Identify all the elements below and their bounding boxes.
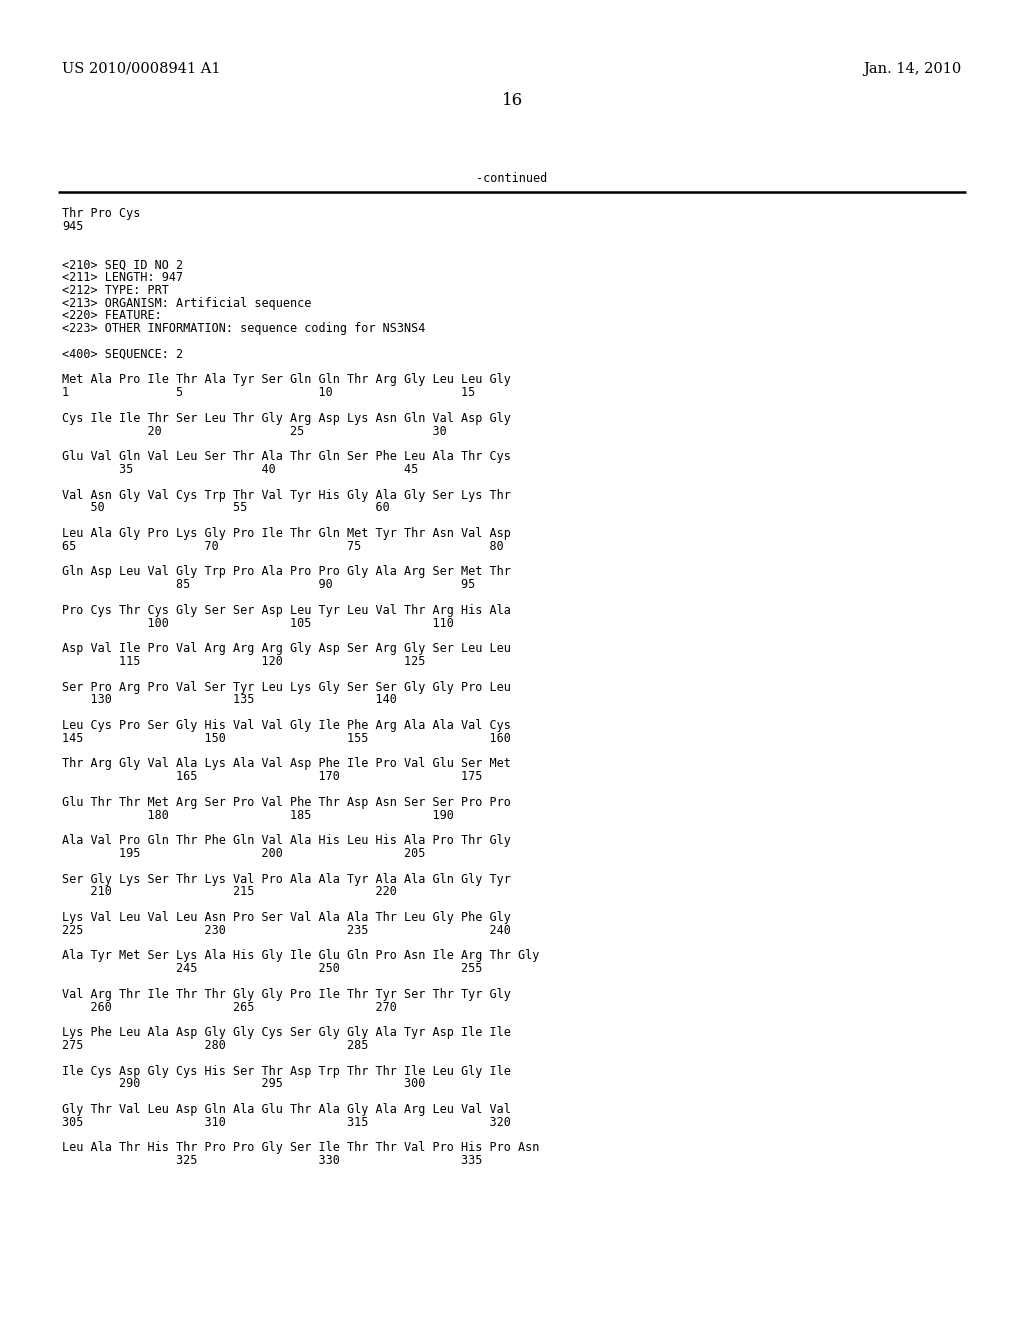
Text: Asp Val Ile Pro Val Arg Arg Arg Gly Asp Ser Arg Gly Ser Leu Leu: Asp Val Ile Pro Val Arg Arg Arg Gly Asp … xyxy=(62,643,511,655)
Text: 195                 200                 205: 195 200 205 xyxy=(62,847,425,861)
Text: 1               5                   10                  15: 1 5 10 15 xyxy=(62,387,475,399)
Text: 260                 265                 270: 260 265 270 xyxy=(62,1001,397,1014)
Text: 945: 945 xyxy=(62,220,83,232)
Text: -continued: -continued xyxy=(476,172,548,185)
Text: 275                 280                 285: 275 280 285 xyxy=(62,1039,369,1052)
Text: Lys Val Leu Val Leu Asn Pro Ser Val Ala Ala Thr Leu Gly Phe Gly: Lys Val Leu Val Leu Asn Pro Ser Val Ala … xyxy=(62,911,511,924)
Text: 325                 330                 335: 325 330 335 xyxy=(62,1154,482,1167)
Text: 115                 120                 125: 115 120 125 xyxy=(62,655,425,668)
Text: <211> LENGTH: 947: <211> LENGTH: 947 xyxy=(62,271,183,284)
Text: 180                 185                 190: 180 185 190 xyxy=(62,809,454,821)
Text: <400> SEQUENCE: 2: <400> SEQUENCE: 2 xyxy=(62,347,183,360)
Text: Ser Gly Lys Ser Thr Lys Val Pro Ala Ala Tyr Ala Ala Gln Gly Tyr: Ser Gly Lys Ser Thr Lys Val Pro Ala Ala … xyxy=(62,873,511,886)
Text: Cys Ile Ile Thr Ser Leu Thr Gly Arg Asp Lys Asn Gln Val Asp Gly: Cys Ile Ile Thr Ser Leu Thr Gly Arg Asp … xyxy=(62,412,511,425)
Text: 65                  70                  75                  80: 65 70 75 80 xyxy=(62,540,504,553)
Text: <223> OTHER INFORMATION: sequence coding for NS3NS4: <223> OTHER INFORMATION: sequence coding… xyxy=(62,322,425,335)
Text: Glu Val Gln Val Leu Ser Thr Ala Thr Gln Ser Phe Leu Ala Thr Cys: Glu Val Gln Val Leu Ser Thr Ala Thr Gln … xyxy=(62,450,511,463)
Text: 290                 295                 300: 290 295 300 xyxy=(62,1077,425,1090)
Text: Val Asn Gly Val Cys Trp Thr Val Tyr His Gly Ala Gly Ser Lys Thr: Val Asn Gly Val Cys Trp Thr Val Tyr His … xyxy=(62,488,511,502)
Text: 85                  90                  95: 85 90 95 xyxy=(62,578,475,591)
Text: Val Arg Thr Ile Thr Thr Gly Gly Pro Ile Thr Tyr Ser Thr Tyr Gly: Val Arg Thr Ile Thr Thr Gly Gly Pro Ile … xyxy=(62,987,511,1001)
Text: 210                 215                 220: 210 215 220 xyxy=(62,886,397,899)
Text: Jan. 14, 2010: Jan. 14, 2010 xyxy=(864,62,962,77)
Text: 245                 250                 255: 245 250 255 xyxy=(62,962,482,975)
Text: 305                 310                 315                 320: 305 310 315 320 xyxy=(62,1115,511,1129)
Text: Ser Pro Arg Pro Val Ser Tyr Leu Lys Gly Ser Ser Gly Gly Pro Leu: Ser Pro Arg Pro Val Ser Tyr Leu Lys Gly … xyxy=(62,681,511,693)
Text: Ile Cys Asp Gly Cys His Ser Thr Asp Trp Thr Thr Ile Leu Gly Ile: Ile Cys Asp Gly Cys His Ser Thr Asp Trp … xyxy=(62,1065,511,1077)
Text: <210> SEQ ID NO 2: <210> SEQ ID NO 2 xyxy=(62,259,183,271)
Text: <212> TYPE: PRT: <212> TYPE: PRT xyxy=(62,284,169,297)
Text: 225                 230                 235                 240: 225 230 235 240 xyxy=(62,924,511,937)
Text: <220> FEATURE:: <220> FEATURE: xyxy=(62,309,162,322)
Text: Thr Arg Gly Val Ala Lys Ala Val Asp Phe Ile Pro Val Glu Ser Met: Thr Arg Gly Val Ala Lys Ala Val Asp Phe … xyxy=(62,758,511,771)
Text: 16: 16 xyxy=(502,92,522,110)
Text: 35                  40                  45: 35 40 45 xyxy=(62,463,418,477)
Text: Glu Thr Thr Met Arg Ser Pro Val Phe Thr Asp Asn Ser Ser Pro Pro: Glu Thr Thr Met Arg Ser Pro Val Phe Thr … xyxy=(62,796,511,809)
Text: Ala Val Pro Gln Thr Phe Gln Val Ala His Leu His Ala Pro Thr Gly: Ala Val Pro Gln Thr Phe Gln Val Ala His … xyxy=(62,834,511,847)
Text: Leu Cys Pro Ser Gly His Val Val Gly Ile Phe Arg Ala Ala Val Cys: Leu Cys Pro Ser Gly His Val Val Gly Ile … xyxy=(62,719,511,733)
Text: 50                  55                  60: 50 55 60 xyxy=(62,502,390,515)
Text: Pro Cys Thr Cys Gly Ser Ser Asp Leu Tyr Leu Val Thr Arg His Ala: Pro Cys Thr Cys Gly Ser Ser Asp Leu Tyr … xyxy=(62,603,511,616)
Text: Gly Thr Val Leu Asp Gln Ala Glu Thr Ala Gly Ala Arg Leu Val Val: Gly Thr Val Leu Asp Gln Ala Glu Thr Ala … xyxy=(62,1104,511,1115)
Text: Ala Tyr Met Ser Lys Ala His Gly Ile Glu Gln Pro Asn Ile Arg Thr Gly: Ala Tyr Met Ser Lys Ala His Gly Ile Glu … xyxy=(62,949,540,962)
Text: 20                  25                  30: 20 25 30 xyxy=(62,425,446,438)
Text: 100                 105                 110: 100 105 110 xyxy=(62,616,454,630)
Text: Gln Asp Leu Val Gly Trp Pro Ala Pro Pro Gly Ala Arg Ser Met Thr: Gln Asp Leu Val Gly Trp Pro Ala Pro Pro … xyxy=(62,565,511,578)
Text: US 2010/0008941 A1: US 2010/0008941 A1 xyxy=(62,62,220,77)
Text: Lys Phe Leu Ala Asp Gly Gly Cys Ser Gly Gly Ala Tyr Asp Ile Ile: Lys Phe Leu Ala Asp Gly Gly Cys Ser Gly … xyxy=(62,1026,511,1039)
Text: Leu Ala Gly Pro Lys Gly Pro Ile Thr Gln Met Tyr Thr Asn Val Asp: Leu Ala Gly Pro Lys Gly Pro Ile Thr Gln … xyxy=(62,527,511,540)
Text: <213> ORGANISM: Artificial sequence: <213> ORGANISM: Artificial sequence xyxy=(62,297,311,310)
Text: 145                 150                 155                 160: 145 150 155 160 xyxy=(62,731,511,744)
Text: Thr Pro Cys: Thr Pro Cys xyxy=(62,207,140,220)
Text: 165                 170                 175: 165 170 175 xyxy=(62,770,482,783)
Text: Met Ala Pro Ile Thr Ala Tyr Ser Gln Gln Thr Arg Gly Leu Leu Gly: Met Ala Pro Ile Thr Ala Tyr Ser Gln Gln … xyxy=(62,374,511,387)
Text: Leu Ala Thr His Thr Pro Pro Gly Ser Ile Thr Thr Val Pro His Pro Asn: Leu Ala Thr His Thr Pro Pro Gly Ser Ile … xyxy=(62,1142,540,1155)
Text: 130                 135                 140: 130 135 140 xyxy=(62,693,397,706)
